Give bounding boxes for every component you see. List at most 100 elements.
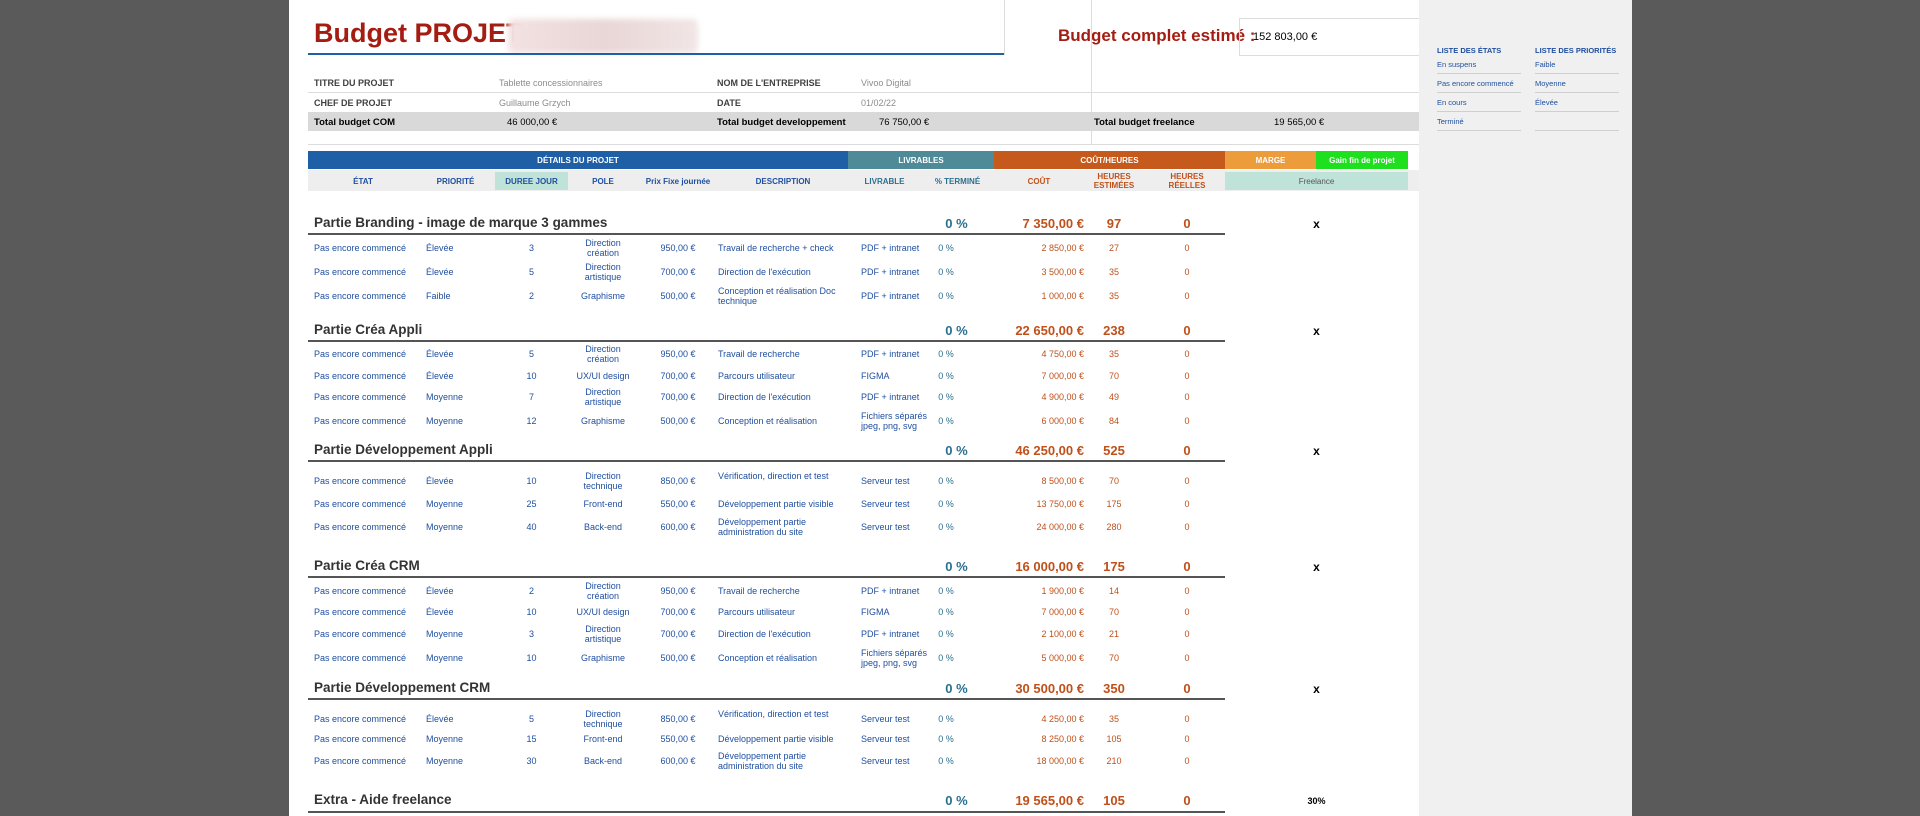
row-etat[interactable]: Pas encore commencé: [314, 243, 407, 253]
row-prix[interactable]: 600,00 €: [660, 522, 696, 532]
row-heures-est[interactable]: 35: [1108, 267, 1119, 277]
row-priorite[interactable]: Élevée: [426, 607, 454, 617]
row-termine[interactable]: 0 %: [938, 349, 954, 359]
row-heures-est[interactable]: 70: [1108, 476, 1119, 486]
row-livrable[interactable]: PDF + intranet: [861, 267, 920, 277]
row-pole[interactable]: Graphisme: [580, 653, 625, 663]
row-livrable[interactable]: Serveur test: [861, 734, 910, 744]
row-livrable[interactable]: Serveur test: [861, 476, 910, 486]
row-heures-reel[interactable]: 0: [1184, 349, 1190, 359]
row-cout[interactable]: 5 000,00 €: [1041, 653, 1084, 663]
row-heures-est[interactable]: 49: [1108, 392, 1119, 402]
row-prix[interactable]: 500,00 €: [660, 416, 696, 426]
row-heures-est[interactable]: 70: [1108, 607, 1119, 617]
row-livrable[interactable]: Serveur test: [861, 714, 910, 724]
row-pole[interactable]: Back-end: [583, 756, 623, 766]
row-heures-est[interactable]: 175: [1106, 499, 1122, 509]
row-livrable[interactable]: PDF + intranet: [861, 349, 920, 359]
row-heures-reel[interactable]: 0: [1184, 267, 1190, 277]
row-pole[interactable]: Back-end: [583, 522, 623, 532]
row-prix[interactable]: 600,00 €: [660, 756, 696, 766]
row-heures-est[interactable]: 21: [1108, 629, 1119, 639]
row-description[interactable]: Vérification, direction et test: [718, 471, 829, 481]
row-heures-reel[interactable]: 0: [1184, 629, 1190, 639]
row-pole[interactable]: Direction création: [585, 238, 621, 258]
row-termine[interactable]: 0 %: [938, 714, 954, 724]
row-livrable[interactable]: Serveur test: [861, 756, 910, 766]
row-prix[interactable]: 850,00 €: [660, 476, 696, 486]
row-description[interactable]: Développement partie administration du s…: [718, 751, 807, 771]
row-cout[interactable]: 7 000,00 €: [1041, 607, 1084, 617]
row-duree[interactable]: 25: [526, 499, 537, 509]
row-etat[interactable]: Pas encore commencé: [314, 734, 407, 744]
row-priorite[interactable]: Élevée: [426, 476, 454, 486]
row-cout[interactable]: 8 250,00 €: [1041, 734, 1084, 744]
row-prix[interactable]: 500,00 €: [660, 291, 696, 301]
row-heures-reel[interactable]: 0: [1184, 243, 1190, 253]
section-mark[interactable]: 30%: [1307, 796, 1326, 806]
row-termine[interactable]: 0 %: [938, 291, 954, 301]
row-description[interactable]: Direction de l'exécution: [718, 629, 811, 639]
row-etat[interactable]: Pas encore commencé: [314, 714, 407, 724]
row-duree[interactable]: 10: [526, 476, 537, 486]
row-pole[interactable]: Graphisme: [580, 291, 625, 301]
row-duree[interactable]: 3: [528, 243, 534, 253]
row-termine[interactable]: 0 %: [938, 653, 954, 663]
row-pole[interactable]: Direction technique: [583, 471, 623, 491]
row-termine[interactable]: 0 %: [938, 243, 954, 253]
row-duree[interactable]: 15: [526, 734, 537, 744]
row-livrable[interactable]: FIGMA: [861, 607, 890, 617]
row-etat[interactable]: Pas encore commencé: [314, 586, 407, 596]
chef-value[interactable]: Guillaume Grzych: [499, 98, 571, 108]
row-cout[interactable]: 8 500,00 €: [1041, 476, 1084, 486]
row-heures-reel[interactable]: 0: [1184, 653, 1190, 663]
section-mark[interactable]: x: [1313, 560, 1320, 574]
row-heures-est[interactable]: 35: [1108, 291, 1119, 301]
row-cout[interactable]: 1 000,00 €: [1041, 291, 1084, 301]
row-heures-reel[interactable]: 0: [1184, 416, 1190, 426]
row-prix[interactable]: 850,00 €: [660, 714, 696, 724]
row-pole[interactable]: Direction technique: [583, 709, 623, 729]
row-pole[interactable]: Direction artistique: [584, 387, 622, 407]
row-cout[interactable]: 13 750,00 €: [1036, 499, 1084, 509]
row-etat[interactable]: Pas encore commencé: [314, 416, 407, 426]
row-etat[interactable]: Pas encore commencé: [314, 629, 407, 639]
budget-complet-value[interactable]: 152 803,00 €: [1253, 31, 1318, 43]
row-priorite[interactable]: Moyenne: [426, 416, 464, 426]
row-etat[interactable]: Pas encore commencé: [314, 476, 407, 486]
row-prix[interactable]: 700,00 €: [660, 392, 696, 402]
row-heures-reel[interactable]: 0: [1184, 476, 1190, 486]
date-value[interactable]: 01/02/22: [861, 98, 897, 108]
row-termine[interactable]: 0 %: [938, 629, 954, 639]
section-mark[interactable]: x: [1313, 217, 1320, 231]
row-description[interactable]: Développement partie visible: [718, 734, 834, 744]
row-description[interactable]: Direction de l'exécution: [718, 267, 811, 277]
row-duree[interactable]: 10: [526, 653, 537, 663]
row-termine[interactable]: 0 %: [938, 586, 954, 596]
row-priorite[interactable]: Moyenne: [426, 756, 464, 766]
row-priorite[interactable]: Moyenne: [426, 629, 464, 639]
row-duree[interactable]: 7: [528, 392, 534, 402]
row-heures-est[interactable]: 35: [1108, 349, 1119, 359]
row-pole[interactable]: Front-end: [583, 499, 623, 509]
row-cout[interactable]: 4 250,00 €: [1041, 714, 1084, 724]
row-priorite[interactable]: Élevée: [426, 349, 454, 359]
row-heures-est[interactable]: 14: [1108, 586, 1119, 596]
row-heures-reel[interactable]: 0: [1184, 586, 1190, 596]
row-description[interactable]: Travail de recherche: [718, 586, 800, 596]
row-etat[interactable]: Pas encore commencé: [314, 371, 407, 381]
row-termine[interactable]: 0 %: [938, 734, 954, 744]
row-etat[interactable]: Pas encore commencé: [314, 291, 407, 301]
row-heures-est[interactable]: 210: [1106, 756, 1122, 766]
row-priorite[interactable]: Moyenne: [426, 499, 464, 509]
row-cout[interactable]: 7 000,00 €: [1041, 371, 1084, 381]
row-livrable[interactable]: Fichiers séparés jpeg, png, svg: [861, 648, 928, 668]
row-etat[interactable]: Pas encore commencé: [314, 392, 407, 402]
row-duree[interactable]: 3: [528, 629, 534, 639]
row-duree[interactable]: 5: [528, 267, 534, 277]
row-cout[interactable]: 4 900,00 €: [1041, 392, 1084, 402]
row-pole[interactable]: UX/UI design: [576, 371, 630, 381]
row-duree[interactable]: 2: [528, 291, 534, 301]
total-dev-value[interactable]: 76 750,00 €: [879, 117, 930, 128]
row-livrable[interactable]: PDF + intranet: [861, 291, 920, 301]
